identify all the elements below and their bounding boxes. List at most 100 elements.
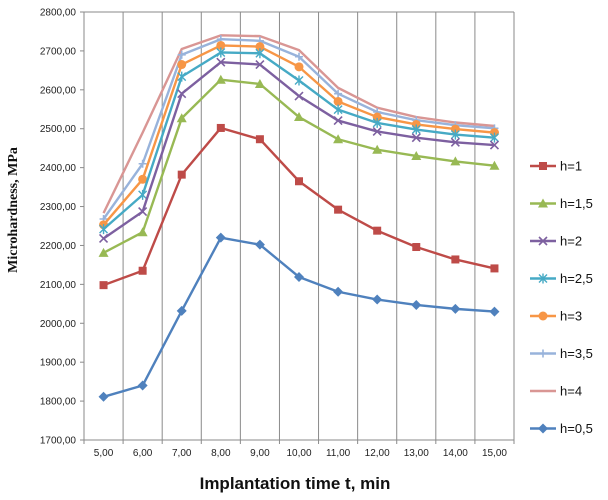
data-point — [333, 96, 343, 106]
data-point — [215, 74, 226, 84]
x-axis-ticks: 5,00 6,00 7,00 8,00 9,00 10,00 11,00 12,00 13,00… — [83, 440, 515, 459]
data-point — [490, 264, 499, 273]
data-point — [334, 89, 343, 98]
data-point — [255, 48, 265, 59]
data-point — [411, 124, 421, 135]
data-point — [451, 255, 460, 264]
legend-label: h=2,5 — [560, 271, 593, 286]
y-tick-label: 2400,00 — [40, 163, 77, 174]
legend-entry: h=3 — [530, 309, 582, 324]
x-tick-label: 14,00 — [443, 448, 468, 459]
data-point — [538, 423, 548, 434]
legend-entry: h=4 — [530, 384, 582, 399]
data-point — [333, 286, 344, 297]
axes — [83, 11, 514, 441]
series-h-1-5 — [98, 74, 500, 257]
data-point — [538, 273, 548, 284]
data-point — [255, 59, 265, 70]
data-point — [216, 47, 226, 58]
series-h-4 — [102, 34, 495, 214]
x-tick-label: 8,00 — [211, 448, 231, 459]
data-point — [99, 224, 109, 235]
legend-label: h=4 — [560, 384, 582, 399]
data-point — [137, 227, 148, 237]
legend-label: h=0,5 — [560, 421, 593, 436]
y-tick-label: 2500,00 — [40, 124, 77, 135]
legend-entry: h=2,5 — [530, 271, 593, 286]
data-point — [137, 380, 148, 391]
data-point — [372, 112, 382, 122]
data-point — [176, 305, 187, 316]
series-h-3 — [99, 40, 499, 230]
data-point — [255, 42, 265, 52]
legend-entry: h=1,5 — [530, 196, 593, 211]
series-h-2 — [98, 57, 500, 244]
data-point — [372, 294, 383, 305]
data-point — [138, 174, 148, 184]
x-tick-label: 13,00 — [404, 448, 429, 459]
x-tick-label: 7,00 — [172, 448, 192, 459]
data-point — [372, 117, 382, 128]
series-line — [102, 34, 495, 214]
series-h-1 — [99, 123, 499, 290]
x-tick-label: 11,00 — [326, 448, 351, 459]
data-point — [294, 91, 304, 101]
x-tick-label: 9,00 — [250, 448, 270, 459]
data-point — [176, 113, 187, 123]
data-point — [294, 271, 304, 282]
legend-entry: h=3,5 — [530, 346, 593, 361]
y-axis-ticks: 1700,00 1800,00 1900,00 2000,00 2100,00 2200,… — [40, 8, 84, 447]
data-point — [254, 239, 265, 250]
data-point — [333, 104, 343, 115]
data-point — [138, 159, 147, 168]
data-point — [216, 123, 225, 132]
legend-label: h=3 — [560, 309, 582, 324]
y-axis-label: Microhardness, MPa — [6, 147, 21, 273]
data-point — [489, 132, 499, 143]
y-tick-label: 2000,00 — [40, 319, 77, 330]
data-point — [450, 129, 460, 140]
data-point — [372, 126, 382, 137]
y-tick-label: 2800,00 — [40, 8, 77, 19]
data-point — [373, 226, 382, 235]
data-point — [177, 89, 187, 99]
data-point — [334, 205, 343, 214]
data-point — [295, 177, 303, 186]
y-tick-label: 2700,00 — [40, 46, 77, 57]
data-point — [411, 150, 422, 160]
y-tick-label: 1700,00 — [40, 436, 77, 447]
legend-label: h=1 — [560, 159, 582, 174]
data-point — [450, 303, 461, 314]
y-tick-label: 2300,00 — [40, 202, 77, 213]
data-point — [333, 134, 344, 144]
data-point — [295, 52, 303, 61]
data-point — [294, 62, 304, 72]
data-point — [538, 236, 548, 246]
data-point — [538, 198, 548, 208]
x-tick-label: 5,00 — [94, 448, 114, 459]
legend: h=1 h=1,5 h=2 h=2,5 h=3 h=3,5 h=4 h=0,5 — [530, 159, 593, 436]
data-point — [138, 189, 148, 200]
data-point — [216, 57, 226, 67]
data-point — [254, 78, 265, 88]
data-point — [333, 115, 343, 126]
y-tick-label: 2600,00 — [40, 85, 77, 96]
data-point — [98, 233, 109, 244]
data-point — [489, 306, 500, 317]
y-tick-label: 2200,00 — [40, 241, 77, 252]
legend-entry: h=1 — [530, 159, 582, 174]
data-point — [489, 140, 500, 150]
data-point — [98, 391, 109, 402]
legend-label: h=3,5 — [560, 346, 593, 361]
x-tick-label: 12,00 — [365, 448, 390, 459]
x-tick-label: 15,00 — [482, 448, 507, 459]
x-tick-label: 10,00 — [286, 448, 311, 459]
series-h-0-5 — [98, 232, 500, 402]
y-tick-label: 1800,00 — [40, 397, 77, 408]
data-point — [489, 160, 500, 170]
data-point — [412, 243, 421, 252]
data-point — [539, 349, 547, 358]
data-point — [177, 170, 186, 179]
series-h-2-5 — [99, 47, 499, 235]
